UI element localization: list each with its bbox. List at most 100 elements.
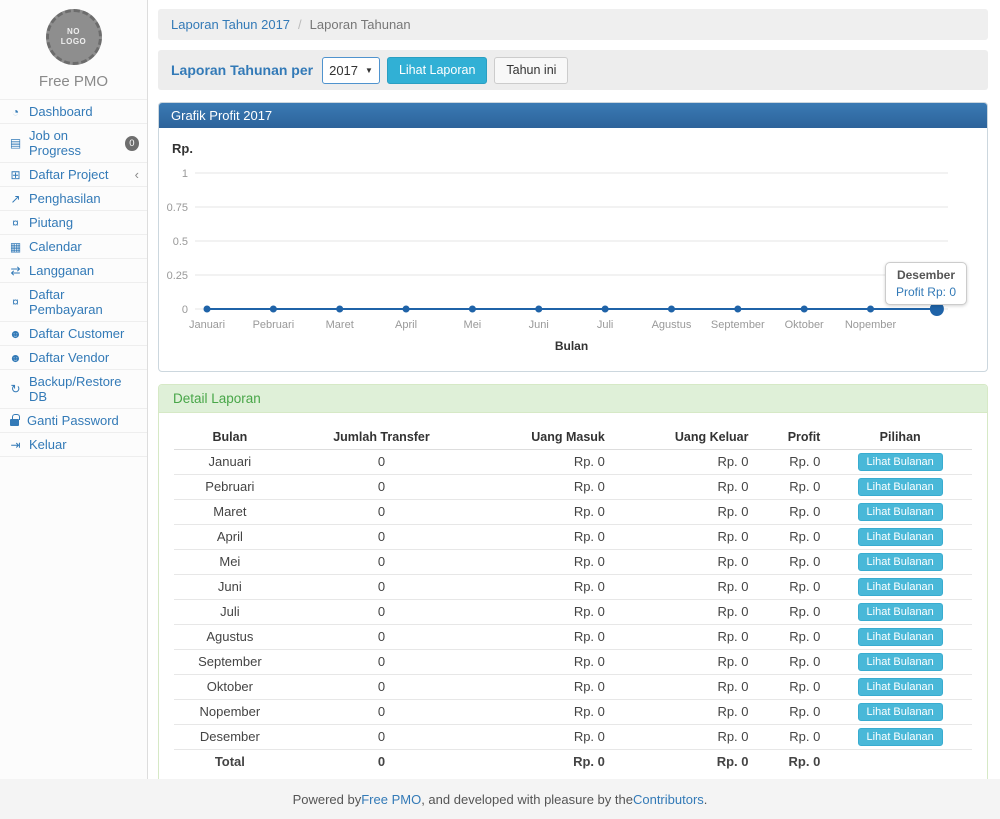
table-cell: Rp. 0 — [757, 474, 829, 499]
lihat-bulanan-button[interactable]: Lihat Bulanan — [858, 528, 943, 546]
lihat-bulanan-button[interactable]: Lihat Bulanan — [858, 703, 943, 721]
tooltip-title: Desember — [896, 268, 956, 282]
sidebar-item-keluar[interactable]: ⇥Keluar — [0, 433, 147, 457]
sidebar-item-label: Penghasilan — [29, 191, 101, 206]
table-cell: Rp. 0 — [757, 724, 829, 749]
table-row: Juli0Rp. 0Rp. 0Rp. 0Lihat Bulanan — [174, 599, 972, 624]
column-header: Uang Keluar — [613, 425, 757, 449]
column-header: Pilihan — [828, 425, 972, 449]
sidebar-item-daftar-pembayaran[interactable]: ¤Daftar Pembayaran — [0, 283, 147, 322]
sidebar-item-piutang[interactable]: ¤Piutang — [0, 211, 147, 235]
footer-link-free-pmo[interactable]: Free PMO — [361, 792, 421, 807]
svg-text:April: April — [395, 319, 417, 331]
tahun-ini-button[interactable]: Tahun ini — [494, 57, 568, 84]
line-chart-icon: ↗ — [8, 193, 23, 205]
sidebar-menu: ◔Dashboard▤Job on Progress0⊞Daftar Proje… — [0, 99, 147, 457]
table-cell: 0 — [286, 649, 478, 674]
sidebar-item-ganti-password[interactable]: Ganti Password — [0, 409, 147, 433]
table-total-row: Total0Rp. 0Rp. 0Rp. 0 — [174, 749, 972, 773]
sidebar-item-label: Job on Progress — [29, 128, 119, 158]
sidebar-item-label: Piutang — [29, 215, 73, 230]
table-cell-action: Lihat Bulanan — [828, 599, 972, 624]
detail-table: BulanJumlah TransferUang MasukUang Kelua… — [174, 425, 972, 773]
table-cell: Nopember — [174, 699, 286, 724]
sidebar-item-daftar-project[interactable]: ⊞Daftar Project‹ — [0, 163, 147, 187]
table-cell: Rp. 0 — [477, 574, 613, 599]
lihat-bulanan-button[interactable]: Lihat Bulanan — [858, 453, 943, 471]
chart-point — [867, 306, 874, 313]
svg-text:0.25: 0.25 — [167, 270, 188, 282]
brand: NO LOGO Free PMO — [0, 0, 147, 99]
table-cell: Januari — [174, 449, 286, 474]
sidebar-item-job-on-progress[interactable]: ▤Job on Progress0 — [0, 124, 147, 163]
chart-point — [535, 306, 542, 313]
year-select-value: 2017 — [329, 63, 358, 78]
detail-table-body: Januari0Rp. 0Rp. 0Rp. 0Lihat BulananPebr… — [174, 449, 972, 773]
layout: NO LOGO Free PMO ◔Dashboard▤Job on Progr… — [0, 0, 1000, 779]
sign-out-icon: ⇥ — [8, 439, 23, 451]
sidebar-item-dashboard[interactable]: ◔Dashboard — [0, 100, 147, 124]
lihat-bulanan-button[interactable]: Lihat Bulanan — [858, 653, 943, 671]
sidebar-item-daftar-vendor[interactable]: ☻Daftar Vendor — [0, 346, 147, 370]
footer-link-contributors[interactable]: Contributors — [633, 792, 704, 807]
table-cell-action: Lihat Bulanan — [828, 449, 972, 474]
lihat-bulanan-button[interactable]: Lihat Bulanan — [858, 578, 943, 596]
svg-text:Nopember: Nopember — [845, 319, 897, 331]
table-cell: Rp. 0 — [757, 549, 829, 574]
breadcrumb-link[interactable]: Laporan Tahun 2017 — [171, 17, 290, 32]
table-cell: Rp. 0 — [477, 599, 613, 624]
chevron-left-icon: ‹ — [135, 168, 139, 181]
sidebar-item-penghasilan[interactable]: ↗ Penghasilan — [0, 187, 147, 211]
sidebar-item-daftar-customer[interactable]: ☻Daftar Customer — [0, 322, 147, 346]
table-cell: Rp. 0 — [477, 499, 613, 524]
table-cell: Rp. 0 — [613, 699, 757, 724]
exchange-icon: ⇄ — [8, 265, 23, 277]
lihat-bulanan-button[interactable]: Lihat Bulanan — [858, 678, 943, 696]
svg-text:1: 1 — [182, 168, 188, 180]
table-cell: 0 — [286, 724, 478, 749]
svg-text:Agustus: Agustus — [652, 319, 692, 331]
chart-panel-title: Grafik Profit 2017 — [159, 103, 987, 128]
lihat-bulanan-button[interactable]: Lihat Bulanan — [858, 728, 943, 746]
table-cell-action: Lihat Bulanan — [828, 574, 972, 599]
table-cell-action: Lihat Bulanan — [828, 699, 972, 724]
table-cell: Pebruari — [174, 474, 286, 499]
table-cell-action: Lihat Bulanan — [828, 724, 972, 749]
table-cell: 0 — [286, 524, 478, 549]
lihat-laporan-button[interactable]: Lihat Laporan — [387, 57, 487, 84]
lihat-bulanan-button[interactable]: Lihat Bulanan — [858, 478, 943, 496]
table-cell: 0 — [286, 499, 478, 524]
chart-panel: Grafik Profit 2017 Rp. 10.750.50.250Janu… — [158, 102, 988, 372]
count-badge: 0 — [125, 136, 139, 151]
lihat-bulanan-button[interactable]: Lihat Bulanan — [858, 628, 943, 646]
footer: Powered by Free PMO , and developed with… — [0, 779, 1000, 819]
table-icon: ⊞ — [8, 169, 23, 181]
breadcrumb-current: Laporan Tahunan — [310, 17, 411, 32]
sidebar-item-langganan[interactable]: ⇄Langganan — [0, 259, 147, 283]
sidebar-item-backup-restore-db[interactable]: ↻Backup/Restore DB — [0, 370, 147, 409]
table-row: Desember0Rp. 0Rp. 0Rp. 0Lihat Bulanan — [174, 724, 972, 749]
money-icon: ¤ — [8, 296, 23, 308]
table-cell: Rp. 0 — [477, 449, 613, 474]
column-header: Jumlah Transfer — [286, 425, 478, 449]
sidebar-item-calendar[interactable]: ▦Calendar — [0, 235, 147, 259]
lihat-bulanan-button[interactable]: Lihat Bulanan — [858, 603, 943, 621]
detail-table-head: BulanJumlah TransferUang MasukUang Kelua… — [174, 425, 972, 449]
footer-text-suffix: . — [704, 792, 708, 807]
chart-point — [336, 306, 343, 313]
table-cell-action: Lihat Bulanan — [828, 474, 972, 499]
chart-point — [204, 306, 211, 313]
table-cell: Rp. 0 — [477, 524, 613, 549]
table-row: Agustus0Rp. 0Rp. 0Rp. 0Lihat Bulanan — [174, 624, 972, 649]
table-row: April0Rp. 0Rp. 0Rp. 0Lihat Bulanan — [174, 524, 972, 549]
table-cell: Rp. 0 — [613, 474, 757, 499]
svg-text:Pebruari: Pebruari — [253, 319, 295, 331]
lihat-bulanan-button[interactable]: Lihat Bulanan — [858, 553, 943, 571]
lihat-bulanan-button[interactable]: Lihat Bulanan — [858, 503, 943, 521]
table-cell: Rp. 0 — [613, 499, 757, 524]
svg-text:Oktober: Oktober — [785, 319, 824, 331]
year-select[interactable]: 2017 ▼ — [322, 57, 380, 84]
table-cell: Maret — [174, 499, 286, 524]
table-cell: Rp. 0 — [613, 449, 757, 474]
brand-name: Free PMO — [39, 73, 108, 90]
